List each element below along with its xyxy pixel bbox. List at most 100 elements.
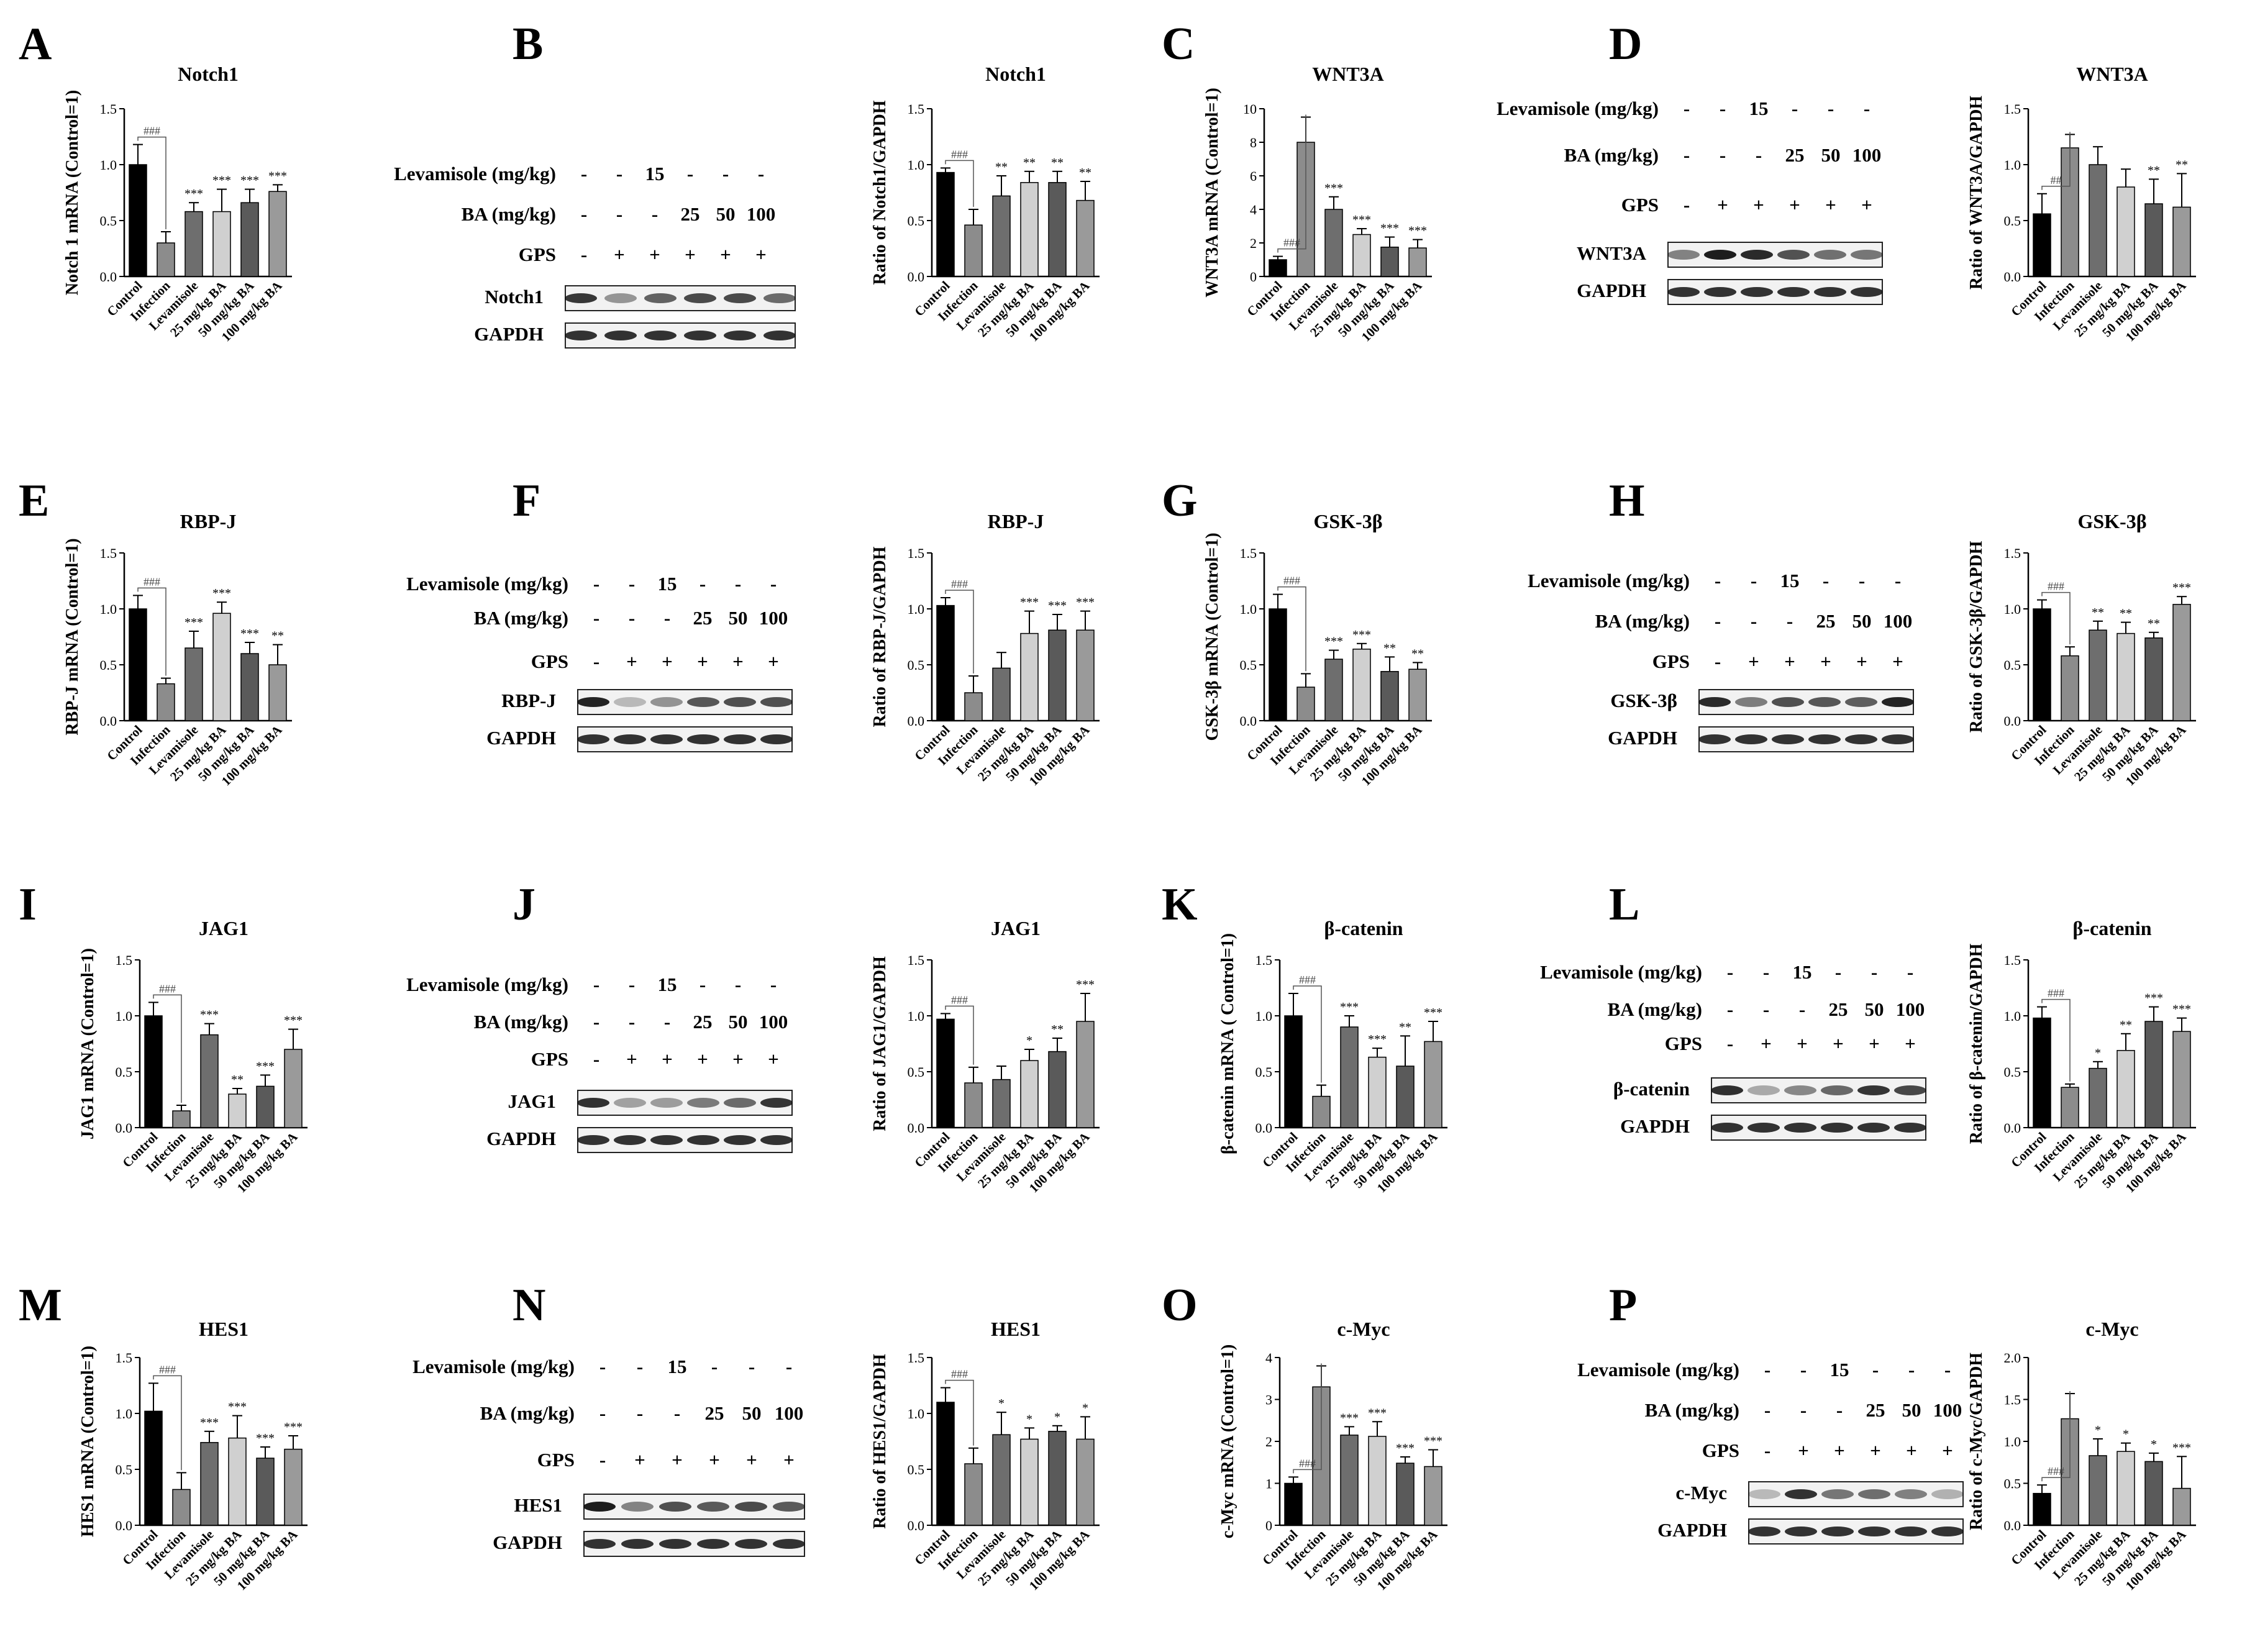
- bar: [256, 1458, 275, 1526]
- blot-band: [1857, 1123, 1890, 1133]
- condition-value: -: [1720, 144, 1726, 166]
- condition-value: +: [626, 650, 637, 672]
- y-axis-label-J: Ratio of JAG1/GAPDH: [870, 956, 890, 1131]
- panel-label-J: J: [513, 879, 535, 930]
- blot-band: [1784, 1123, 1816, 1133]
- significance-label: *: [2095, 1046, 2101, 1060]
- blot-band: [1785, 1489, 1817, 1499]
- y-tick-label: 1.5: [116, 1350, 133, 1366]
- blot-band: [724, 697, 756, 707]
- y-axis-label-L: Ratio of β-catenin/GAPDH: [1967, 943, 1986, 1144]
- bar: [2033, 608, 2051, 721]
- bar: [1284, 1015, 1303, 1128]
- y-tick-label: 8: [1250, 135, 1257, 150]
- chart-title-N: HES1: [991, 1318, 1041, 1340]
- bar: [2117, 1451, 2135, 1526]
- condition-value: 25: [693, 607, 713, 629]
- condition-value: 50: [742, 1402, 762, 1424]
- condition-value: +: [709, 1449, 720, 1471]
- significance-label: ***: [1408, 224, 1427, 238]
- condition-value: +: [1892, 650, 1903, 672]
- condition-value: -: [581, 203, 587, 225]
- bar: [1269, 259, 1287, 277]
- chart-title-F: RBP-J: [988, 510, 1044, 532]
- condition-value: 50: [716, 203, 736, 225]
- bar: [2089, 1455, 2107, 1526]
- blot-band: [1821, 1527, 1854, 1536]
- bar: [1340, 1435, 1359, 1526]
- condition-label: Levamisole (mg/kg): [412, 1356, 575, 1377]
- y-tick-label: 1: [1265, 1476, 1272, 1492]
- condition-value: +: [1820, 650, 1831, 672]
- condition-value: +: [1798, 1440, 1809, 1461]
- blot-band: [650, 734, 683, 744]
- western-blot-D: Levamisole (mg/kg) - - 15 - - - BA (mg/kg) - - - 25…: [1497, 98, 1883, 305]
- significance-label: ***: [228, 1400, 247, 1414]
- condition-label: Levamisole (mg/kg): [1528, 570, 1690, 591]
- chart-title-E: RBP-J: [180, 510, 237, 532]
- significance-label: ***: [1396, 1441, 1415, 1455]
- condition-value: +: [768, 650, 779, 672]
- blot-band: [687, 1135, 719, 1145]
- condition-value: 50: [1821, 144, 1841, 166]
- blot-band: [1698, 734, 1731, 744]
- y-axis-label-K: β-catenin mRNA ( Control=1): [1218, 933, 1237, 1154]
- panel-label-H: H: [1609, 475, 1645, 526]
- significance-bracket: [945, 160, 974, 207]
- y-tick-label: 1.0: [908, 157, 925, 173]
- bar: [2172, 604, 2191, 721]
- significance-label: **: [2176, 158, 2188, 171]
- condition-value: -: [1787, 610, 1793, 632]
- bar: [256, 1085, 275, 1128]
- significance-label: ###: [951, 148, 968, 160]
- y-tick-label: 1.0: [1240, 601, 1257, 617]
- significance-label: ***: [1076, 978, 1095, 992]
- target-blot-frame: [577, 689, 793, 715]
- blot-band: [1821, 1489, 1854, 1499]
- condition-value: 25: [693, 1011, 713, 1033]
- condition-value: 25: [1785, 144, 1805, 166]
- significance-label: **: [1411, 647, 1424, 660]
- y-axis-label-F: Ratio of RBP-J/GAPDH: [870, 546, 890, 727]
- condition-value: 15: [1793, 961, 1812, 983]
- condition-value: -: [699, 573, 706, 595]
- blot-band: [1808, 734, 1841, 744]
- blot-band: [659, 1502, 691, 1512]
- significance-bracket: [1277, 586, 1306, 672]
- condition-label: GPS: [531, 650, 568, 672]
- bar: [2061, 655, 2079, 721]
- condition-value: 100: [1933, 1399, 1962, 1421]
- bar: [284, 1448, 303, 1526]
- chart-A: Notch1 0.0 0.5 1.0 1.5 Notch 1 mRNA (Control=…: [63, 63, 292, 344]
- western-blot-L: Levamisole (mg/kg) - - 15 - - - BA (mg/kg) - - - 25…: [1540, 961, 1926, 1141]
- y-tick-label: 0.5: [908, 657, 925, 673]
- target-blot-frame: [583, 1494, 805, 1520]
- significance-label: ###: [2048, 987, 2064, 1000]
- condition-value: -: [1836, 1399, 1843, 1421]
- condition-value: -: [1828, 98, 1834, 119]
- bar: [200, 1034, 219, 1128]
- condition-value: +: [1833, 1033, 1844, 1054]
- blot-band: [735, 1539, 767, 1549]
- y-tick-label: 1.5: [116, 952, 133, 968]
- significance-label: ***: [1380, 222, 1399, 235]
- western-blot-N: Levamisole (mg/kg) - - 15 - - - BA (mg/kg) - - - 25…: [412, 1356, 805, 1557]
- bar: [185, 211, 203, 277]
- bar: [212, 211, 231, 277]
- condition-value: 100: [759, 607, 788, 629]
- blot-band: [1882, 734, 1914, 744]
- significance-label: **: [995, 160, 1008, 174]
- blot-band: [650, 1135, 683, 1145]
- condition-value: +: [1856, 650, 1867, 672]
- chart-L: β-catenin 0.0 0.5 1.0 1.5 Ratio of β-catenin/…: [1967, 917, 2196, 1195]
- panel-label-E: E: [19, 475, 49, 526]
- bar: [1324, 659, 1343, 721]
- bar: [172, 1110, 191, 1128]
- y-tick-label: 0.5: [2004, 1476, 2021, 1492]
- blot-band: [1857, 1085, 1890, 1095]
- blot-band: [1698, 697, 1731, 707]
